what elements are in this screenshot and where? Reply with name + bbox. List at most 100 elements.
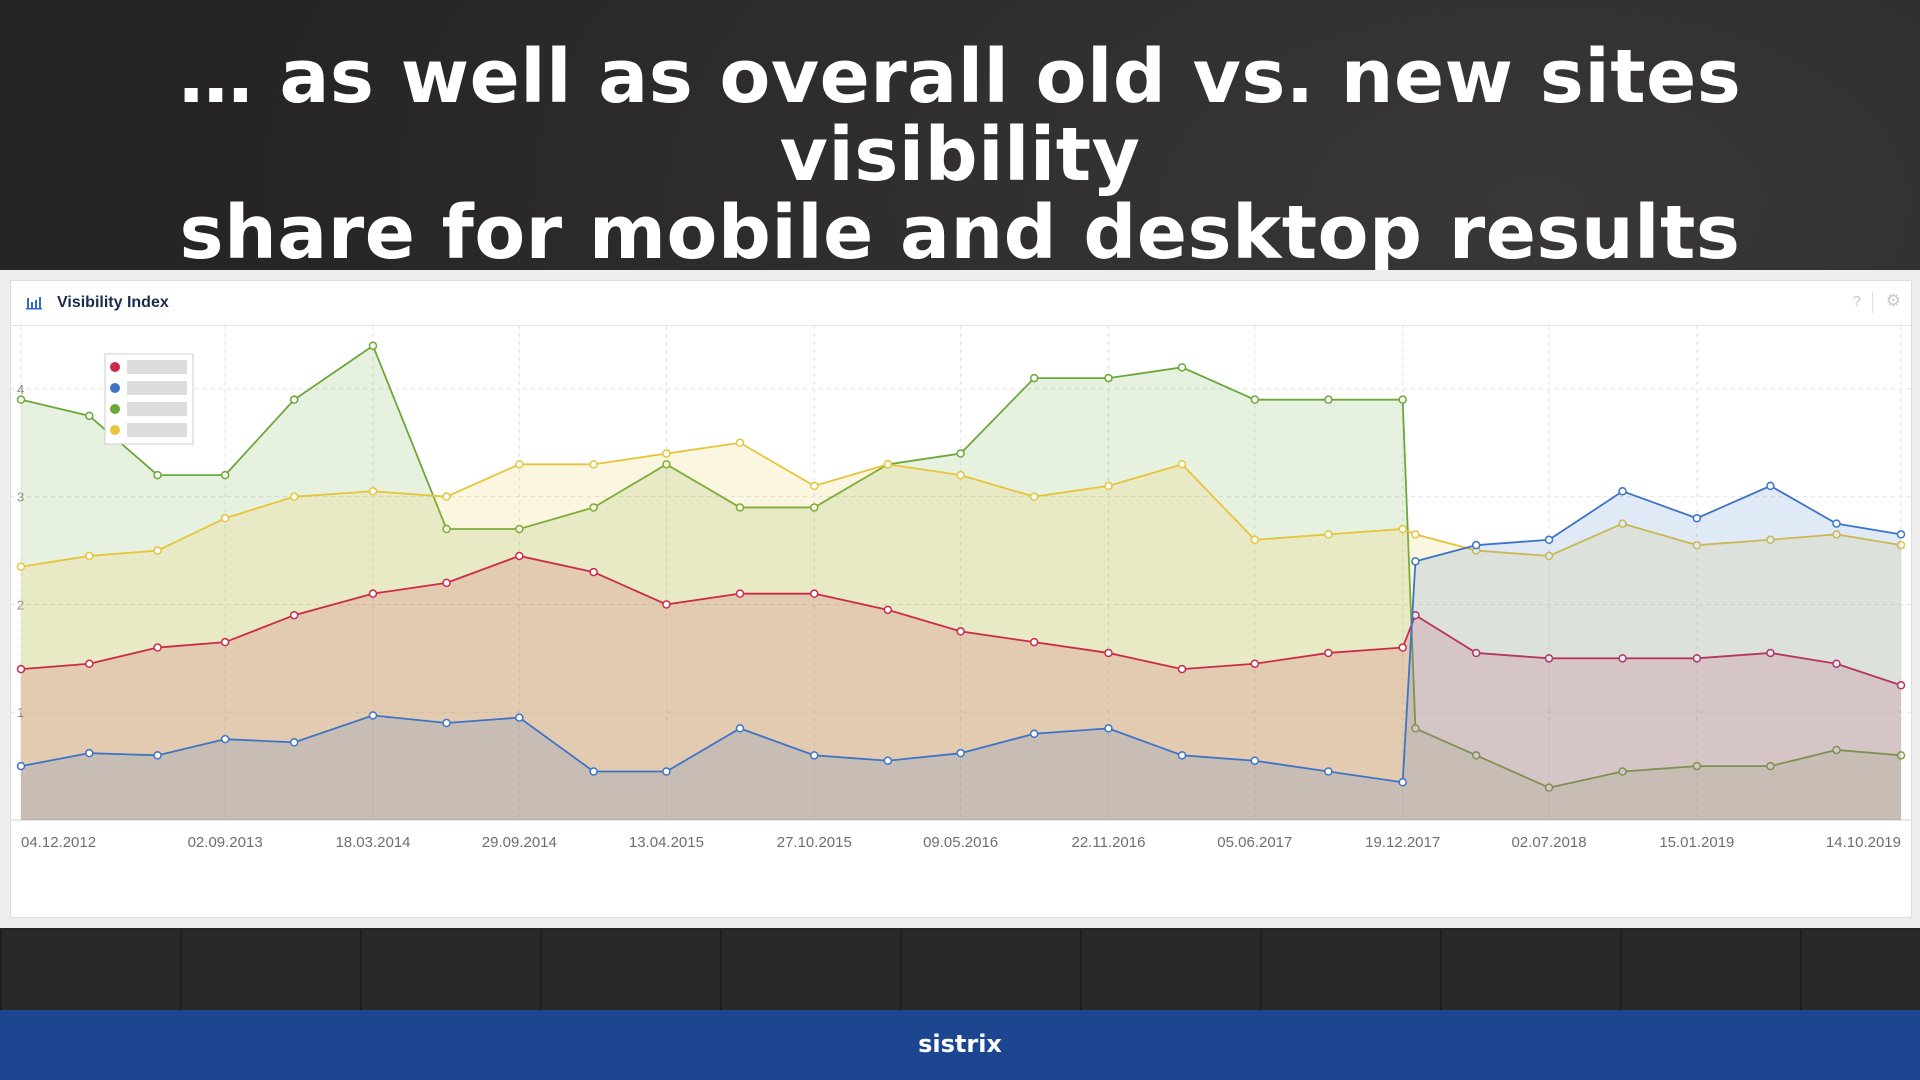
data-point-yellow — [1104, 481, 1113, 491]
data-point-red — [16, 664, 26, 674]
data-point-green — [1471, 751, 1481, 760]
x-tick-label: 02.07.2018 — [1511, 834, 1586, 851]
legend-marker-red — [110, 362, 120, 372]
data-point-green — [1324, 395, 1333, 404]
data-point-red — [1398, 643, 1407, 652]
legend-marker-green — [110, 404, 120, 414]
brand-logo-text: sistrix — [918, 1030, 1002, 1058]
data-point-red — [1324, 648, 1333, 658]
data-point-green — [662, 460, 671, 469]
x-tick-label: 15.01.2019 — [1659, 834, 1734, 851]
data-point-green — [735, 503, 745, 512]
x-tick-label: 22.11.2016 — [1071, 834, 1145, 851]
y-tick-label: 3 — [17, 490, 24, 505]
slide-title-line1: … as well as overall old vs. new sites v… — [178, 34, 1742, 198]
data-point-yellow — [662, 449, 671, 458]
data-point-blue — [735, 724, 745, 733]
data-point-red — [289, 610, 299, 620]
data-point-blue — [16, 761, 26, 771]
data-point-green — [1832, 745, 1841, 755]
background-floor — [0, 930, 1920, 1010]
legend-label-redacted — [127, 360, 187, 374]
x-tick-label: 27.10.2015 — [777, 834, 852, 851]
series-area-green — [21, 345, 1901, 820]
chart-panel: Visibility Index ? ⚙ 123404.12.201202.09… — [0, 270, 1920, 928]
data-point-yellow — [956, 470, 965, 480]
data-point-blue — [368, 711, 378, 720]
data-point-yellow — [1832, 530, 1841, 539]
data-point-yellow — [368, 487, 378, 496]
data-point-green — [289, 395, 299, 404]
data-point-blue — [589, 767, 598, 776]
data-point-red — [1618, 654, 1627, 663]
x-tick-label: 29.09.2014 — [482, 834, 557, 851]
data-point-yellow — [1896, 540, 1906, 550]
gear-icon[interactable]: ⚙ — [1885, 291, 1901, 311]
legend-label-redacted — [127, 402, 187, 416]
data-point-yellow — [735, 438, 745, 448]
card-header: Visibility Index ? ⚙ — [11, 281, 1911, 326]
data-point-blue — [810, 751, 819, 760]
data-point-red — [368, 589, 378, 598]
data-point-blue — [1104, 724, 1113, 733]
data-point-green — [1766, 761, 1775, 771]
legend-label-redacted — [127, 381, 187, 395]
data-point-blue — [153, 751, 162, 760]
visibility-chart: 123404.12.201202.09.201318.03.201429.09.… — [11, 325, 1911, 851]
legend-label-redacted — [127, 423, 187, 437]
data-point-green — [589, 503, 598, 512]
data-point-blue — [1177, 751, 1187, 760]
data-point-blue — [1896, 530, 1906, 539]
data-point-red — [956, 627, 965, 636]
data-point-blue — [220, 734, 230, 744]
data-point-blue — [1029, 729, 1039, 739]
data-point-yellow — [883, 460, 893, 469]
data-point-blue — [1324, 767, 1333, 776]
data-point-red — [1832, 659, 1841, 668]
x-tick-label: 05.06.2017 — [1217, 834, 1292, 851]
data-point-blue — [1618, 487, 1627, 496]
data-point-green — [1250, 395, 1260, 404]
data-point-green — [1618, 767, 1627, 776]
data-point-yellow — [1411, 530, 1420, 539]
legend-marker-blue — [110, 383, 120, 393]
header-divider — [1872, 291, 1873, 313]
series-line-blue — [20, 484, 1902, 784]
data-point-green — [1544, 783, 1554, 792]
data-point-yellow — [153, 546, 162, 555]
help-icon[interactable]: ? — [1852, 293, 1861, 310]
data-point-blue — [1544, 535, 1554, 545]
data-point-yellow — [1766, 535, 1775, 545]
series-area-blue — [21, 485, 1901, 820]
series-line-yellow — [20, 441, 1902, 568]
data-point-green — [810, 503, 819, 512]
data-point-green — [153, 470, 162, 480]
data-point-yellow — [289, 492, 299, 501]
data-point-green — [515, 524, 524, 534]
data-point-green — [220, 470, 230, 480]
footer-bar: sistrix — [0, 1010, 1920, 1080]
data-point-red — [1471, 648, 1481, 658]
data-point-yellow — [589, 460, 598, 469]
data-point-green — [85, 411, 94, 421]
data-point-blue — [515, 713, 524, 722]
series-line-red — [20, 555, 1902, 687]
x-tick-label: 18.03.2014 — [335, 834, 410, 851]
data-point-green — [1411, 724, 1420, 733]
data-point-yellow — [1324, 530, 1333, 539]
data-point-blue — [1411, 557, 1420, 566]
data-point-red — [1250, 659, 1260, 668]
data-point-red — [1766, 648, 1775, 658]
data-point-green — [368, 341, 378, 351]
data-point-blue — [1471, 540, 1481, 550]
data-point-blue — [883, 756, 893, 765]
data-point-yellow — [220, 513, 230, 523]
data-point-red — [589, 567, 598, 577]
data-point-red — [810, 589, 819, 598]
slide-title-line2: share for mobile and desktop results — [179, 190, 1741, 276]
data-point-red — [1544, 654, 1554, 663]
x-tick-label: 19.12.2017 — [1365, 834, 1440, 851]
series-line-green — [20, 344, 1902, 789]
data-point-blue — [442, 718, 451, 728]
visibility-index-card: Visibility Index ? ⚙ 123404.12.201202.09… — [10, 280, 1912, 918]
